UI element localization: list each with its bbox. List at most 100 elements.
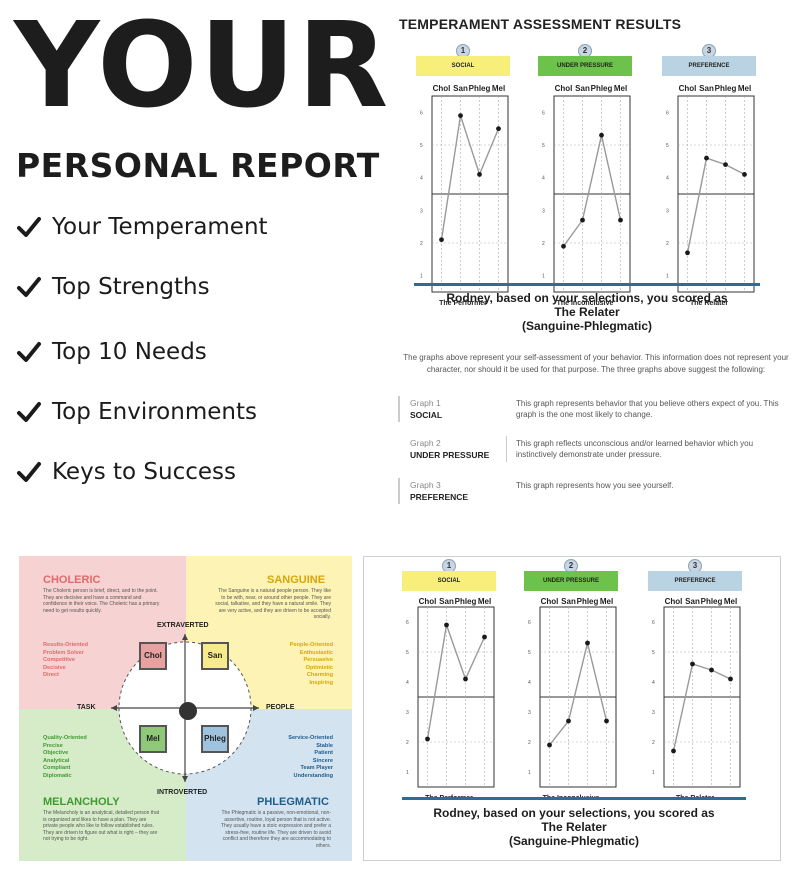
y-tick-label: 2	[652, 740, 655, 746]
trait: Enthusiastic	[299, 649, 333, 656]
graph-plot: 6 5 4 3 2 1	[542, 95, 631, 293]
melancholy-traits: Quality-Oriented Precise Objective Analy…	[43, 735, 87, 781]
checkmark-icon	[17, 462, 41, 482]
tick-label: Chol	[540, 597, 559, 606]
checklist-item: Top Environments	[16, 399, 257, 425]
checklist-label: Top Environments	[52, 399, 257, 425]
data-point	[482, 634, 487, 640]
trait: Direct	[43, 672, 59, 679]
graph-header: PREFERENCE	[648, 571, 742, 591]
series-line	[426, 624, 486, 740]
tick-label: Chol	[554, 84, 573, 93]
divider	[402, 797, 746, 800]
score-line: Rodney, based on your selections, you sc…	[433, 806, 715, 820]
trait: Persuasive	[303, 657, 333, 664]
data-point	[599, 132, 604, 138]
sanguine-title: SANGUINE	[267, 574, 326, 586]
graph-plot: 6 5 4 3 2 1	[406, 606, 495, 788]
checklist-item: Top 10 Needs	[16, 339, 207, 365]
trait: Compliant	[43, 765, 71, 772]
series-line	[440, 115, 500, 240]
y-tick-label: 6	[542, 110, 545, 116]
y-tick-label: 2	[528, 740, 531, 746]
data-point	[580, 217, 585, 223]
choleric-description: The Choleric person is brief, direct, an…	[43, 588, 160, 614]
graph-header: PREFERENCE	[662, 56, 756, 76]
score-line: Rodney, based on your selections, you sc…	[446, 291, 728, 305]
trait: Objective	[43, 750, 69, 757]
graph-header: UNDER PRESSURE	[538, 56, 632, 76]
hero-title: YOUR	[14, 0, 391, 134]
graph-definition-label: Graph 3	[410, 480, 441, 490]
y-tick-label: 3	[666, 208, 669, 214]
trait: Service-Oriented	[288, 735, 333, 741]
y-tick-label: 3	[652, 710, 655, 716]
arrow-right-icon	[253, 705, 259, 711]
tick-label: San	[453, 84, 468, 93]
graph-plot: 6 5 4 3 2 1	[420, 95, 509, 293]
data-point	[723, 162, 728, 167]
y-tick-label: 4	[652, 680, 655, 686]
y-tick-label: 1	[652, 770, 655, 776]
y-tick-label: 5	[406, 650, 409, 656]
tick-label: San	[685, 597, 700, 606]
graph-footer: The Performer	[439, 300, 487, 307]
graph-footer: The Relater	[689, 300, 729, 307]
tick-label: Mel	[613, 84, 628, 93]
trait: Team Player	[300, 765, 333, 772]
y-tick-label: 4	[406, 680, 409, 686]
data-point	[444, 622, 449, 628]
graph-definition-name: SOCIAL	[410, 410, 443, 420]
data-point	[671, 748, 676, 754]
axis-label-people: PEOPLE	[266, 704, 295, 711]
sanguine-description: The Sanguine is a natural people person.…	[215, 588, 331, 620]
graph-number-badge: 3	[688, 559, 702, 573]
tick-label: Mel	[599, 597, 614, 606]
y-tick-label: 5	[666, 143, 669, 149]
divider	[398, 396, 400, 422]
data-point	[704, 155, 709, 161]
y-tick-label: 3	[542, 208, 545, 214]
data-point	[547, 742, 552, 748]
checklist-label: Keys to Success	[52, 459, 236, 485]
data-point	[709, 667, 714, 673]
graph-definition-label: Graph 2	[410, 438, 441, 448]
series-line	[672, 663, 731, 752]
graph-definition-text: This graph represents behavior that you …	[516, 399, 779, 419]
y-tick-label: 2	[406, 740, 409, 746]
y-tick-label: 4	[666, 176, 669, 182]
y-tick-label: 5	[420, 143, 423, 149]
trait: Patient	[314, 750, 333, 757]
tick-label: Phleg	[700, 597, 723, 606]
phlegmatic-description: The Phlegmatic is a passive, non-emotion…	[220, 810, 331, 849]
choleric-traits: Results-Oriented Problem Solver Competit…	[43, 642, 88, 680]
y-tick-label: 1	[406, 770, 409, 776]
divider	[414, 283, 760, 286]
score-blend: (Sanguine-Phlegmatic)	[508, 834, 639, 848]
graph-definition: Graph 2 UNDER PRESSURE This graph reflec…	[398, 436, 790, 462]
trait: Stable	[316, 742, 333, 749]
data-point	[742, 172, 747, 177]
axis-label-extraverted: EXTRAVERTED	[157, 622, 209, 629]
data-point	[566, 718, 571, 724]
results-description: The graphs above represent your self-ass…	[403, 353, 789, 374]
y-tick-label: 3	[406, 710, 409, 716]
data-point	[496, 126, 501, 132]
trait: Decisive	[43, 664, 66, 671]
series-line	[562, 135, 622, 247]
y-tick-label: 5	[528, 650, 531, 656]
results-title: TEMPERAMENT ASSESSMENT RESULTS	[399, 16, 682, 32]
graph-header: SOCIAL	[402, 571, 496, 591]
trait: Precise	[43, 742, 63, 749]
tick-label: Phleg	[590, 84, 613, 93]
data-point	[439, 237, 444, 243]
tick-label: Mel	[491, 84, 506, 93]
data-point	[685, 250, 690, 256]
temperament-quadrant: EXTRAVERTED INTROVERTED TASK PEOPLE Chol…	[19, 556, 352, 861]
sanguine-traits: People-Oriented Enthusiastic Persuasive …	[267, 642, 333, 688]
graph-definition-name: UNDER PRESSURE	[410, 450, 490, 460]
score-temperament: The Relater	[541, 820, 607, 834]
y-tick-label: 2	[542, 241, 545, 247]
tick-label: Chol	[664, 597, 683, 606]
tick-label: Phleg	[714, 84, 737, 93]
